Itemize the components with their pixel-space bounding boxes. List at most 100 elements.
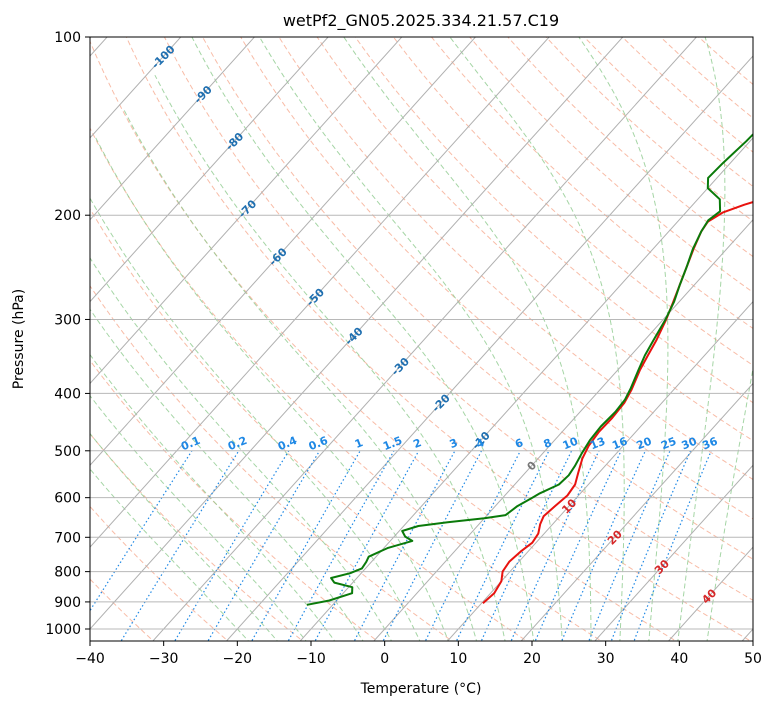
mixing-ratio-label: 20 bbox=[634, 435, 653, 453]
dry-adiabat bbox=[545, 37, 753, 222]
mixing-ratio-line bbox=[251, 450, 361, 641]
moist-adiabat bbox=[343, 37, 592, 641]
mixing-ratio-label: 2 bbox=[411, 436, 423, 451]
mixing-ratio-line bbox=[510, 450, 600, 641]
isotherm-line bbox=[90, 37, 624, 630]
isotherm-line bbox=[373, 218, 753, 641]
dry-adiabat bbox=[163, 37, 753, 601]
isotherm-line bbox=[594, 464, 753, 641]
isotherm-line bbox=[446, 300, 753, 641]
dewpoint-line bbox=[306, 132, 753, 606]
dry-adiabat bbox=[278, 37, 753, 481]
y-tick-label: 600 bbox=[54, 491, 81, 507]
dry-adiabat bbox=[469, 37, 753, 293]
isotherm-line bbox=[299, 137, 753, 641]
moist-adiabat bbox=[449, 37, 625, 641]
mixing-ratio-label: 1 bbox=[353, 436, 365, 451]
x-tick-label: 0 bbox=[380, 651, 389, 667]
moist-adiabat bbox=[90, 257, 393, 641]
mixing-ratio-line bbox=[610, 450, 692, 641]
moist-adiabat bbox=[90, 394, 307, 641]
moist-adiabat bbox=[578, 37, 669, 641]
y-tick-label: 400 bbox=[54, 386, 81, 402]
isotherm-line bbox=[225, 55, 753, 641]
isotherm-line bbox=[90, 37, 403, 385]
moist-adiabat bbox=[90, 432, 278, 641]
dry-adiabat bbox=[90, 359, 379, 641]
dry-adiabat bbox=[90, 505, 229, 641]
dry-adiabat bbox=[125, 37, 752, 641]
isotherm-label: -100 bbox=[149, 43, 178, 72]
x-tick-label: 40 bbox=[670, 651, 688, 667]
y-tick-label: 500 bbox=[54, 444, 81, 460]
mixing-ratio-label: 30 bbox=[680, 435, 699, 453]
dry-adiabat bbox=[507, 37, 753, 258]
dry-adiabat bbox=[202, 37, 753, 560]
isotherm-line bbox=[667, 546, 753, 641]
isotherm-line bbox=[90, 37, 550, 548]
x-tick-label: −40 bbox=[75, 651, 105, 667]
mixing-ratio-line bbox=[480, 450, 573, 641]
dry-adiabat bbox=[393, 37, 753, 366]
mixing-ratio-label: 3 bbox=[448, 436, 460, 451]
moist-adiabat bbox=[154, 74, 506, 641]
mixing-ratio-label: 16 bbox=[610, 435, 629, 453]
x-tick-label: −30 bbox=[149, 651, 179, 667]
moist-adiabat bbox=[90, 197, 421, 641]
isotherm-line bbox=[90, 37, 477, 467]
dry-adiabat bbox=[316, 37, 753, 442]
x-axis-title: Temperature (°C) bbox=[360, 681, 482, 697]
moist-adiabat bbox=[90, 308, 364, 641]
isotherm-line bbox=[0, 10, 58, 644]
moist-adiabat bbox=[677, 37, 726, 641]
mixing-ratio-label: 13 bbox=[588, 435, 607, 453]
chart-title: wetPf2_GN05.2025.334.21.57.C19 bbox=[283, 11, 559, 31]
mixing-ratio-line bbox=[353, 450, 456, 641]
y-tick-label: 700 bbox=[54, 530, 81, 546]
dry-adiabat bbox=[698, 37, 753, 86]
plot-frame bbox=[89, 36, 754, 642]
y-tick-label: 1000 bbox=[45, 622, 81, 638]
dry-adiabat bbox=[583, 37, 753, 188]
x-tick-label: 10 bbox=[449, 651, 467, 667]
moist-adiabat bbox=[90, 353, 336, 641]
moist-adiabat bbox=[706, 365, 753, 641]
dry-adiabat bbox=[90, 40, 677, 641]
mixing-ratio-line bbox=[382, 450, 483, 641]
isotherm-line bbox=[90, 37, 182, 139]
mixing-ratio-line bbox=[588, 450, 671, 641]
moist-adiabat bbox=[122, 108, 478, 641]
y-axis: 100 200 300 400 500 600 700 800 900 1000 bbox=[45, 30, 90, 638]
mixing-ratio-label: 36 bbox=[700, 435, 719, 453]
y-tick-label: 300 bbox=[54, 312, 81, 328]
x-tick-label: −20 bbox=[223, 651, 253, 667]
moist-adiabat bbox=[258, 37, 563, 641]
mixing-ratio-line bbox=[534, 450, 622, 641]
mixing-ratio-labels: 0.1 0.2 0.4 0.6 1 1.5 2 3 4 6 8 10 13 16 20 25 30 36 bbox=[179, 434, 720, 453]
mixing-ratio-line bbox=[287, 450, 395, 641]
x-tick-label: 20 bbox=[523, 651, 541, 667]
y-tick-label: 800 bbox=[54, 565, 81, 581]
mixing-ratio-line bbox=[424, 450, 521, 641]
y-tick-label: 100 bbox=[54, 30, 81, 46]
x-tick-label: 50 bbox=[744, 651, 762, 667]
mixing-ratio-line bbox=[120, 450, 240, 641]
y-tick-label: 200 bbox=[54, 208, 81, 224]
mixing-ratio-label: 10 bbox=[561, 435, 580, 453]
mixing-ratio-label: 8 bbox=[542, 436, 554, 451]
mixing-ratio-line bbox=[455, 450, 550, 641]
mixing-ratio-label: 6 bbox=[513, 436, 525, 451]
sounding-series bbox=[306, 132, 753, 606]
dry-adiabat bbox=[90, 433, 304, 641]
dry-adiabat bbox=[90, 127, 603, 641]
isotherm-line bbox=[520, 382, 753, 641]
isotherm-line bbox=[741, 628, 753, 641]
y-axis-title: Pressure (hPa) bbox=[11, 289, 27, 389]
dry-adiabat bbox=[354, 37, 753, 404]
dry-adiabat bbox=[621, 37, 753, 153]
mixing-ratio-line bbox=[207, 450, 321, 641]
x-axis: −40 −30 −20 −10 0 10 20 30 40 50 bbox=[75, 641, 762, 667]
y-tick-label: 900 bbox=[54, 595, 81, 611]
x-tick-label: 30 bbox=[597, 651, 615, 667]
